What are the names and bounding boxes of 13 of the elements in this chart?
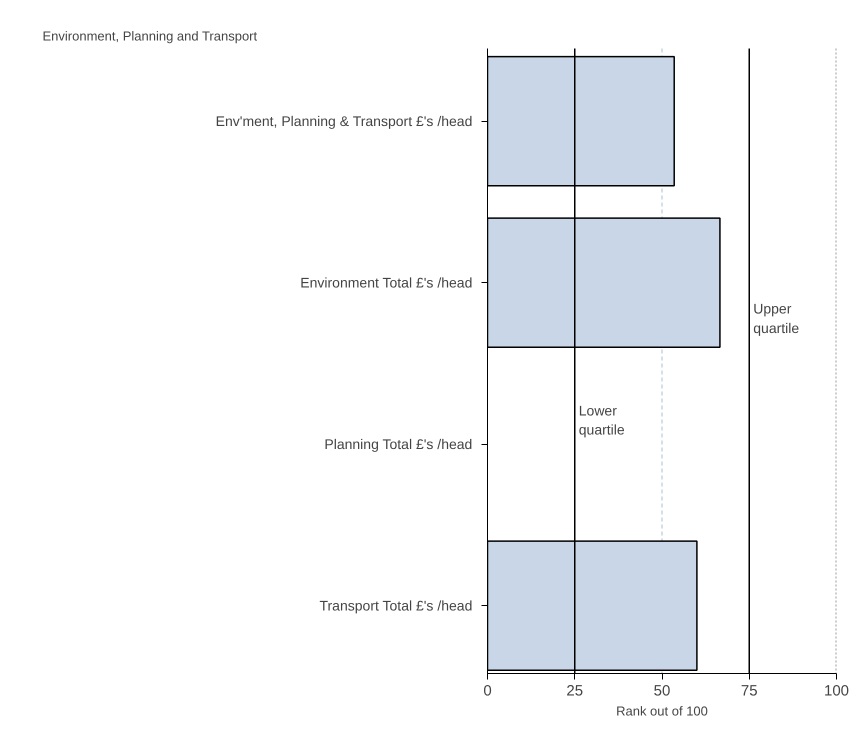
y-tick-label: Planning Total £'s /head xyxy=(324,436,472,452)
x-tick-label: 100 xyxy=(824,682,850,700)
text: Environment, Planning and Transport xyxy=(42,28,258,44)
ref-line-label: Upper quartile xyxy=(753,300,800,336)
x-axis-title: Rank out of 100 xyxy=(616,704,708,718)
x-tick-label: 50 xyxy=(654,682,670,700)
x-tick-label: 0 xyxy=(483,682,492,700)
ref-line-label: Lower quartile xyxy=(578,402,625,438)
y-tick-label: Transport Total £'s /head xyxy=(319,598,472,614)
x-tick-label: 25 xyxy=(566,682,584,700)
y-tick-label: Env'ment, Planning & Transport £'s /head xyxy=(216,113,472,130)
y-tick-label: Environment Total £'s /head xyxy=(300,274,472,291)
x-tick-label: 75 xyxy=(740,682,758,700)
